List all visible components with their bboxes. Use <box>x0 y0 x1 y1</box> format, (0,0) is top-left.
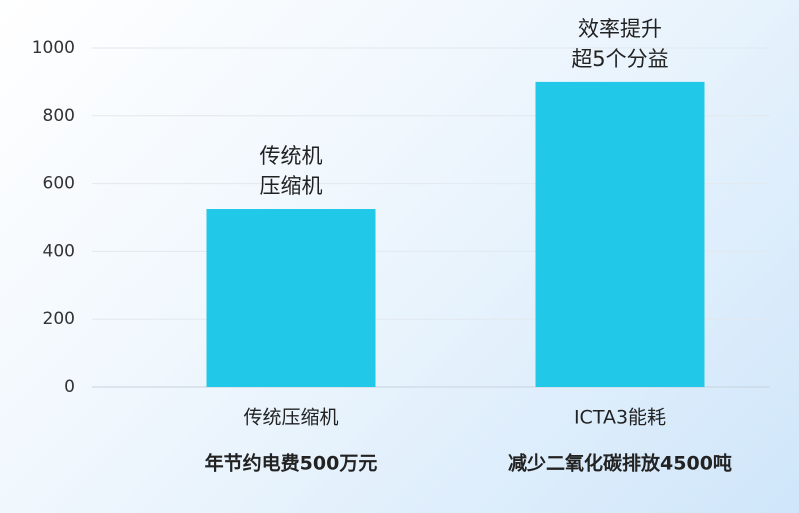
y-tick-label: 600 <box>43 174 75 194</box>
annotation: 传统机 <box>260 144 323 168</box>
y-tick-label: 0 <box>64 377 75 397</box>
y-tick-label: 400 <box>43 241 75 261</box>
y-tick-label: 800 <box>43 106 75 126</box>
bar <box>535 81 705 388</box>
annotation: 效率提升 <box>578 17 662 41</box>
annotation: 超5个分益 <box>571 47 668 71</box>
y-tick-label: 1000 <box>32 38 75 58</box>
bar <box>206 209 376 387</box>
annotation: 压缩机 <box>260 174 323 198</box>
y-tick-label: 200 <box>43 309 75 329</box>
x-tick-label: 传统压缩机 <box>243 407 338 429</box>
sub-label: 减少二氧化碳排放4500吨 <box>508 452 732 475</box>
x-tick-label: ICTA3能耗 <box>574 407 666 429</box>
sub-label: 年节约电费500万元 <box>205 452 378 475</box>
